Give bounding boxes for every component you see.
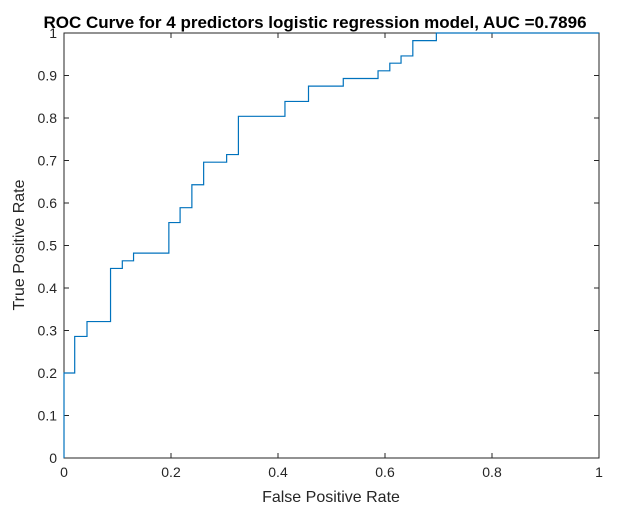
x-tick-label: 0.8 <box>482 464 502 480</box>
y-tick-label: 0.8 <box>38 110 58 126</box>
y-tick-label: 0.7 <box>38 153 58 169</box>
y-tick-label: 0.4 <box>38 280 58 296</box>
x-tick-label: 0.4 <box>268 464 288 480</box>
x-tick-label: 0.2 <box>161 464 181 480</box>
y-tick-label: 0.9 <box>38 68 58 84</box>
chart-title: ROC Curve for 4 predictors logistic regr… <box>43 13 586 32</box>
y-tick-label: 1 <box>49 25 57 41</box>
x-tick-label: 0 <box>60 464 68 480</box>
y-tick-label: 0.2 <box>38 365 58 381</box>
x-axis: 0 0.2 0.4 0.6 0.8 1 <box>60 33 603 480</box>
y-tick-label: 0.3 <box>38 323 58 339</box>
plot-area <box>63 32 600 459</box>
x-tick-label: 0.6 <box>375 464 395 480</box>
y-tick-label: 0.5 <box>38 238 58 254</box>
y-axis: 0 0.1 0.2 0.3 0.4 0.5 0.6 0.7 0.8 0.9 1 <box>38 25 599 466</box>
x-tick-label: 1 <box>595 464 603 480</box>
roc-curve <box>63 32 599 458</box>
series-layer <box>63 32 599 458</box>
y-tick-label: 0.1 <box>38 408 58 424</box>
y-tick-label: 0.6 <box>38 195 58 211</box>
x-axis-label: False Positive Rate <box>262 489 400 506</box>
y-tick-label: 0 <box>49 450 57 466</box>
y-axis-label: True Positive Rate <box>11 179 28 310</box>
